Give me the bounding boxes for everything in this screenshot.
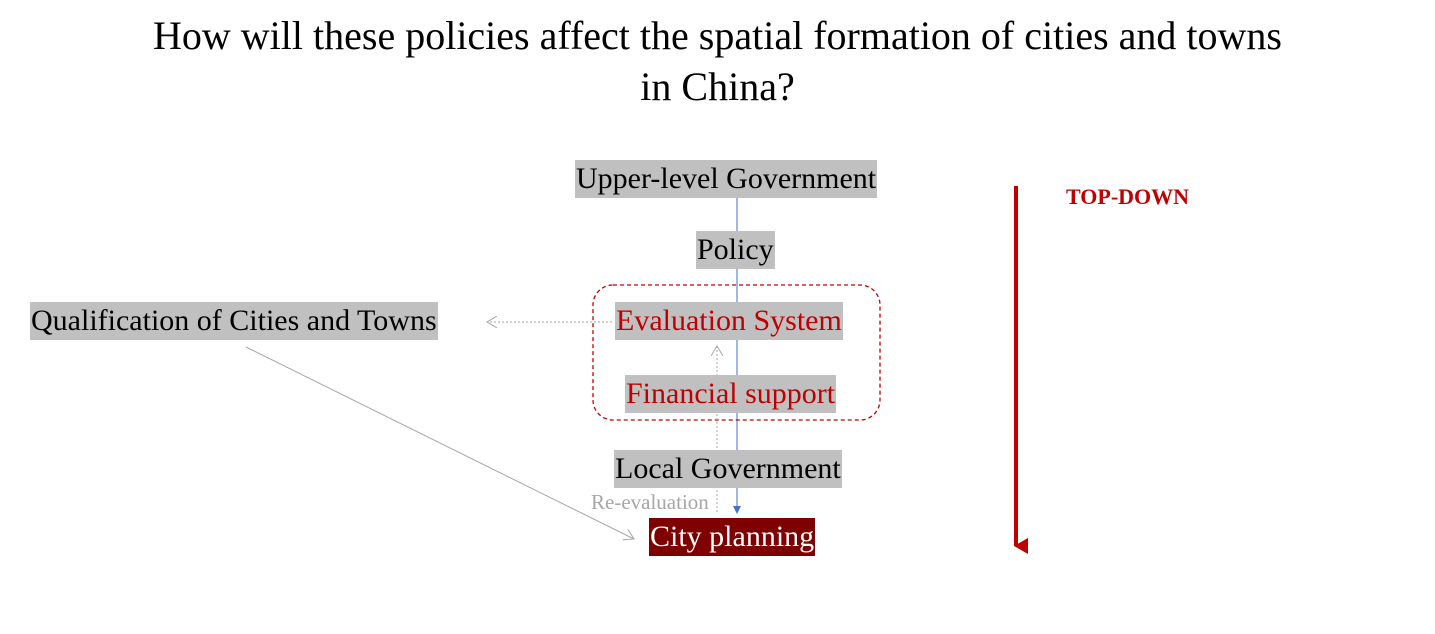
node-qualification-of-cities-and-towns: Qualification of Cities and Towns xyxy=(30,302,438,340)
qualification-to-planning-arrow xyxy=(245,346,634,539)
slide-title: How will these policies affect the spati… xyxy=(0,10,1435,112)
node-upper-level-government: Upper-level Government xyxy=(575,160,878,198)
node-financial-support: Financial support xyxy=(625,375,837,413)
node-policy: Policy xyxy=(696,231,775,269)
title-line-2: in China? xyxy=(640,64,795,109)
top-down-label: TOP-DOWN xyxy=(1066,184,1190,209)
node-city-planning: City planning xyxy=(649,518,816,556)
re-evaluation-label: Re-evaluation xyxy=(591,490,709,514)
title-line-1: How will these policies affect the spati… xyxy=(153,13,1282,58)
node-local-government: Local Government xyxy=(614,450,842,488)
node-evaluation-system: Evaluation System xyxy=(615,302,843,340)
dashed-group-frame xyxy=(592,284,881,421)
